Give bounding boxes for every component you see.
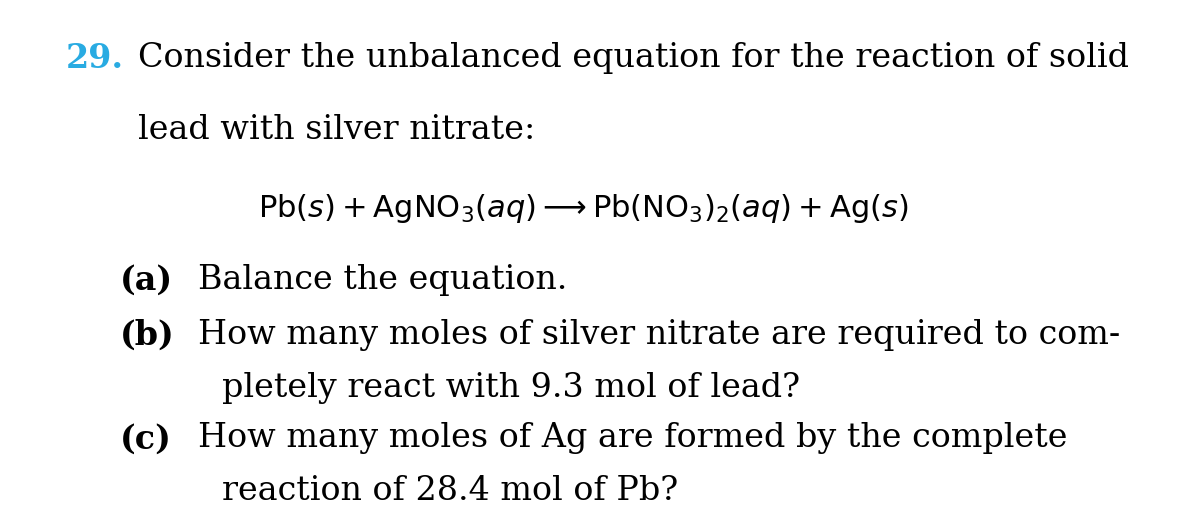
Text: 29.: 29. [66,42,124,75]
Text: Consider the unbalanced equation for the reaction of solid: Consider the unbalanced equation for the… [138,42,1129,74]
Text: (c): (c) [120,422,172,455]
Text: reaction of 28.4 mol of Pb?: reaction of 28.4 mol of Pb? [222,476,678,507]
Text: lead with silver nitrate:: lead with silver nitrate: [138,114,535,146]
Text: (b): (b) [120,319,175,352]
Text: Balance the equation.: Balance the equation. [198,264,568,296]
Text: How many moles of Ag are formed by the complete: How many moles of Ag are formed by the c… [198,422,1068,454]
Text: How many moles of silver nitrate are required to com-: How many moles of silver nitrate are req… [198,319,1121,351]
Text: $\mathrm{Pb}(s) + \mathrm{AgNO_3}(aq) \longrightarrow \mathrm{Pb(NO_3)_2}(aq) + : $\mathrm{Pb}(s) + \mathrm{AgNO_3}(aq) \l… [258,192,908,225]
Text: (a): (a) [120,264,173,297]
Text: pletely react with 9.3 mol of lead?: pletely react with 9.3 mol of lead? [222,372,800,404]
